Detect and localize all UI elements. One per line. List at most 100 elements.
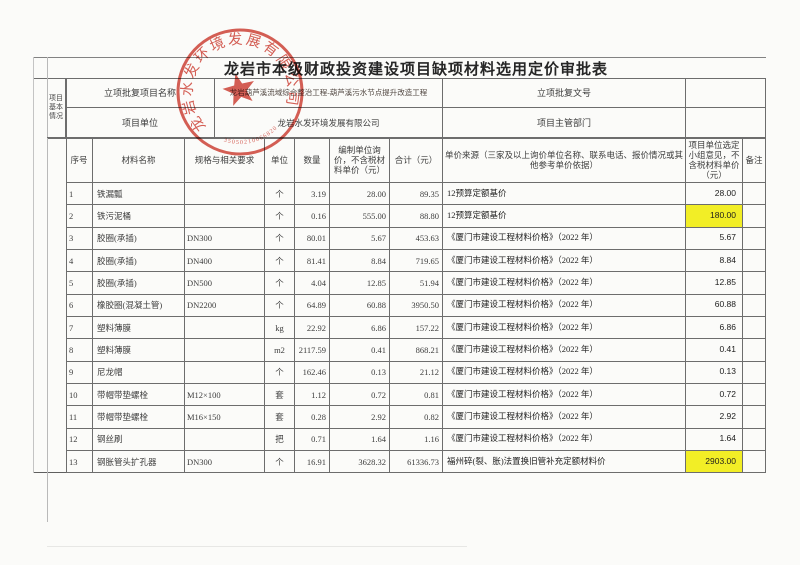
cell-spec: M12×100: [185, 383, 265, 407]
cell-unit-price: 1.64: [330, 428, 390, 451]
label-project-unit: 项目单位: [66, 108, 215, 138]
cell-unit-price: 0.72: [330, 383, 390, 407]
bottom-scan-shadow: [47, 546, 467, 547]
cell-seq: 6: [66, 294, 93, 317]
cell-unit: 个: [265, 294, 295, 317]
value-approved-project-name: 龙岩葫芦溪流域综合整治工程-葫芦溪污水节点提升改造工程: [215, 78, 443, 108]
cell-price-source: 《厦门市建设工程材料价格》（2022 年）: [443, 383, 686, 407]
value-competent-department: [686, 108, 766, 138]
cell-qty: 0.71: [295, 428, 330, 451]
cell-material-name: 胶圈(承插): [93, 249, 185, 273]
col-header-unit: 单位: [265, 138, 295, 183]
cell-unit: 个: [265, 450, 295, 474]
cell-total: 3950.50: [390, 294, 443, 317]
cell-qty: 1.12: [295, 383, 330, 407]
cell-remark: [743, 406, 766, 429]
cell-unit-price: 28.00: [330, 183, 390, 206]
cell-unit-price: 2.92: [330, 406, 390, 429]
cell-qty: 4.04: [295, 272, 330, 295]
cell-total: 157.22: [390, 316, 443, 340]
title-bottom-rule: [33, 78, 766, 79]
cell-unit-price: 0.13: [330, 361, 390, 384]
cell-price-source: 12预算定额基价: [443, 183, 686, 206]
cell-unit: 个: [265, 272, 295, 295]
cell-unit-price: 0.41: [330, 339, 390, 362]
cell-seq: 10: [66, 383, 93, 407]
cell-remark: [743, 428, 766, 451]
cell-selected-price: 6.86: [686, 316, 743, 340]
cell-selected-price: 0.72: [686, 383, 743, 407]
cell-total: 453.63: [390, 227, 443, 250]
cell-remark: [743, 227, 766, 250]
cell-seq: 11: [66, 406, 93, 429]
table-left-border: [66, 78, 67, 473]
left-scan-edge: [33, 57, 34, 473]
cell-material-name: 钢胀管头扩孔器: [93, 450, 185, 474]
cell-selected-price: 5.67: [686, 227, 743, 250]
cell-material-name: 带帽带垫螺栓: [93, 383, 185, 407]
cell-seq: 13: [66, 450, 93, 474]
project-info-table: 项目 基本 情况 立项批复项目名称 龙岩葫芦溪流域综合整治工程-葫芦溪污水节点提…: [47, 78, 766, 138]
col-header-spec: 规格与相关要求: [185, 138, 265, 183]
cell-remark: [743, 249, 766, 273]
cell-material-name: 塑料薄膜: [93, 339, 185, 362]
cell-qty: 64.89: [295, 294, 330, 317]
cell-remark: [743, 272, 766, 295]
cell-remark: [743, 383, 766, 407]
form-title: 龙岩市本级财政投资建设项目缺项材料选用定价审批表: [223, 62, 608, 78]
cell-remark: [743, 294, 766, 317]
cell-material-name: 胶圈(承插): [93, 272, 185, 295]
cell-selected-price: 8.84: [686, 249, 743, 273]
cell-price-source: 12预算定额基价: [443, 205, 686, 228]
cell-total: 1.16: [390, 428, 443, 451]
cell-remark: [743, 205, 766, 228]
cell-total: 868.21: [390, 339, 443, 362]
cell-material-name: 胶圈(承插): [93, 227, 185, 250]
cell-material-name: 橡胶圈(混凝土管): [93, 294, 185, 317]
cell-remark: [743, 361, 766, 384]
cell-remark: [743, 450, 766, 474]
cell-remark: [743, 183, 766, 206]
cell-unit: 个: [265, 227, 295, 250]
cell-total: 0.81: [390, 383, 443, 407]
cell-seq: 7: [66, 316, 93, 340]
col-header-seq: 序号: [66, 138, 93, 183]
cell-unit-price: 8.84: [330, 249, 390, 273]
cell-price-source: 《厦门市建设工程材料价格》（2022 年）: [443, 249, 686, 273]
cell-seq: 8: [66, 339, 93, 362]
cell-unit: m2: [265, 339, 295, 362]
cell-remark: [743, 339, 766, 362]
cell-material-name: 铁污泥桶: [93, 205, 185, 228]
col-header-material-name: 材料名称: [93, 138, 185, 183]
cell-price-source: 《厦门市建设工程材料价格》（2022 年）: [443, 406, 686, 429]
cell-qty: 162.46: [295, 361, 330, 384]
value-approval-doc-number: [686, 78, 766, 108]
cell-spec: [185, 428, 265, 451]
cell-unit-price: 12.85: [330, 272, 390, 295]
cell-unit: 个: [265, 361, 295, 384]
cell-seq: 4: [66, 249, 93, 273]
cell-price-source: 《厦门市建设工程材料价格》（2022 年）: [443, 272, 686, 295]
cell-total: 719.65: [390, 249, 443, 273]
material-pricing-table: 序号 材料名称 规格与相关要求 单位 数量 编制单位询价，不含税材料单价（元） …: [66, 138, 766, 474]
cell-selected-price: 2903.00: [686, 450, 743, 474]
cell-seq: 9: [66, 361, 93, 384]
cell-unit-price: 3628.32: [330, 450, 390, 474]
paper-fold-line: [47, 57, 48, 522]
label-approved-project-name: 立项批复项目名称: [66, 78, 215, 108]
cell-seq: 2: [66, 205, 93, 228]
cell-seq: 5: [66, 272, 93, 295]
cell-unit: 个: [265, 183, 295, 206]
cell-unit: 个: [265, 205, 295, 228]
cell-spec: [185, 316, 265, 340]
cell-material-name: 尼龙帽: [93, 361, 185, 384]
cell-material-name: 铁漏瓢: [93, 183, 185, 206]
cell-price-source: 《厦门市建设工程材料价格》（2022 年）: [443, 361, 686, 384]
cell-qty: 81.41: [295, 249, 330, 273]
cell-spec: DN300: [185, 450, 265, 474]
cell-remark: [743, 316, 766, 340]
cell-price-source: 《厦门市建设工程材料价格》（2022 年）: [443, 227, 686, 250]
cell-qty: 3.19: [295, 183, 330, 206]
cell-price-source: 《厦门市建设工程材料价格》（2022 年）: [443, 339, 686, 362]
